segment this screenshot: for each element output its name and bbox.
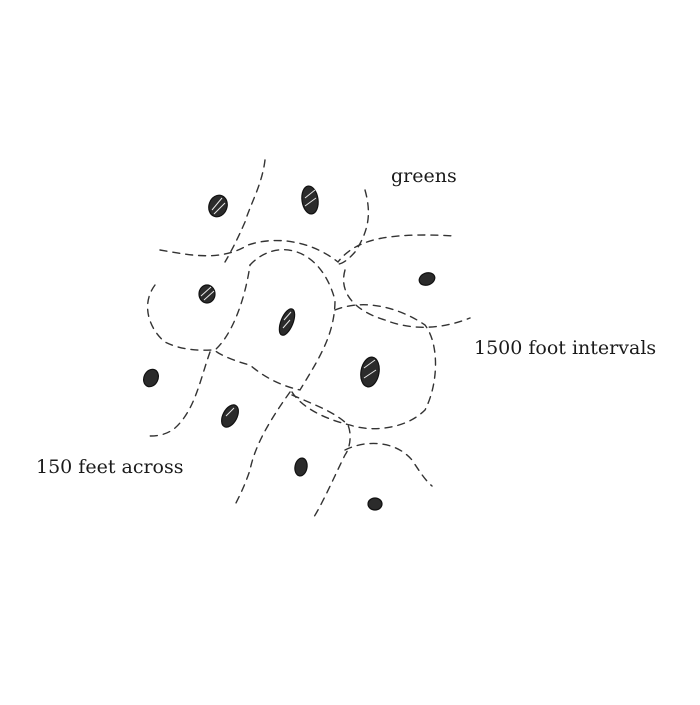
- boundary-bottom-right: [344, 442, 433, 487]
- green-10: [367, 497, 383, 511]
- green-9: [294, 457, 308, 477]
- greens-label: greens: [391, 165, 457, 187]
- green-6: [360, 356, 380, 388]
- green-3: [198, 284, 216, 304]
- boundary-lower-left: [147, 351, 211, 437]
- boundary-lower-mid: [234, 391, 291, 506]
- boundary-left-cell: [146, 264, 251, 351]
- green-2: [301, 185, 319, 215]
- green-1: [208, 194, 228, 218]
- cell-boundaries: [146, 159, 471, 521]
- greens-marks: [143, 185, 436, 511]
- green-4: [418, 272, 436, 286]
- boundary-top-mid: [337, 189, 370, 265]
- boundary-top-ridge: [159, 234, 456, 263]
- boundary-lower-divide: [291, 394, 351, 521]
- intervals-label: 1500 foot intervals: [474, 337, 657, 359]
- green-8: [221, 404, 239, 428]
- boundary-upper-right: [342, 269, 471, 328]
- green-5: [278, 308, 296, 336]
- boundary-top-left: [224, 159, 266, 263]
- green-7: [143, 368, 159, 388]
- boundary-center-cell: [214, 249, 336, 391]
- across-label: 150 feet across: [36, 456, 184, 478]
- boundary-right-cell: [291, 304, 437, 430]
